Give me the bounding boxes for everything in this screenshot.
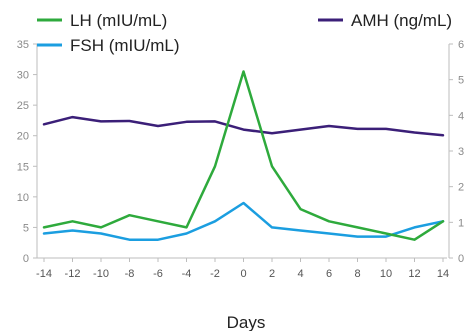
x-axis-label: Days <box>227 313 266 331</box>
x-tick-label: -6 <box>153 268 163 280</box>
x-tick-label: -12 <box>65 268 81 280</box>
x-tick-label: 4 <box>297 268 303 280</box>
legend-label-fsh: FSH (mIU/mL) <box>70 36 180 55</box>
y-left-tick-label: 35 <box>17 39 29 51</box>
x-tick-label: -8 <box>125 268 135 280</box>
y-left-tick-label: 10 <box>17 192 29 204</box>
y-left-tick-label: 30 <box>17 70 29 82</box>
x-tick-label: 12 <box>408 268 420 280</box>
y-left-tick-label: 5 <box>23 222 29 234</box>
y-left-tick-label: 25 <box>17 100 29 112</box>
x-tick-label: -10 <box>93 268 109 280</box>
x-tick-label: -4 <box>182 268 192 280</box>
y-right-tick-label: 0 <box>458 253 464 265</box>
y-left-tick-label: 15 <box>17 161 29 173</box>
x-tick-label: 6 <box>326 268 332 280</box>
x-tick-label: 2 <box>269 268 275 280</box>
series-line-fsh <box>42 201 445 241</box>
legend-label-lh: LH (mIU/mL) <box>70 11 167 30</box>
legend-label-amh: AMH (ng/mL) <box>351 11 452 30</box>
x-tick-label: -14 <box>36 268 52 280</box>
series-line-lh <box>42 70 445 241</box>
y-left-tick-label: 0 <box>23 253 29 265</box>
legend: LH (mIU/mL) FSH (mIU/mL) AMH (ng/mL) <box>37 11 452 55</box>
y-right-tick-label: 5 <box>458 75 464 87</box>
series-layer <box>42 70 445 241</box>
series-line-amh <box>42 115 445 137</box>
x-tick-label: 8 <box>354 268 360 280</box>
x-tick-label: 0 <box>240 268 246 280</box>
x-tick-label: 10 <box>380 268 392 280</box>
y-left-tick-label: 20 <box>17 131 29 143</box>
x-tick-label: -2 <box>210 268 220 280</box>
y-right-tick-label: 6 <box>458 39 464 51</box>
x-tick-label: 14 <box>437 268 449 280</box>
y-right-tick-label: 3 <box>458 146 464 158</box>
y-right-tick-label: 2 <box>458 182 464 194</box>
y-right-tick-label: 1 <box>458 217 464 229</box>
y-right-tick-label: 4 <box>458 110 464 122</box>
